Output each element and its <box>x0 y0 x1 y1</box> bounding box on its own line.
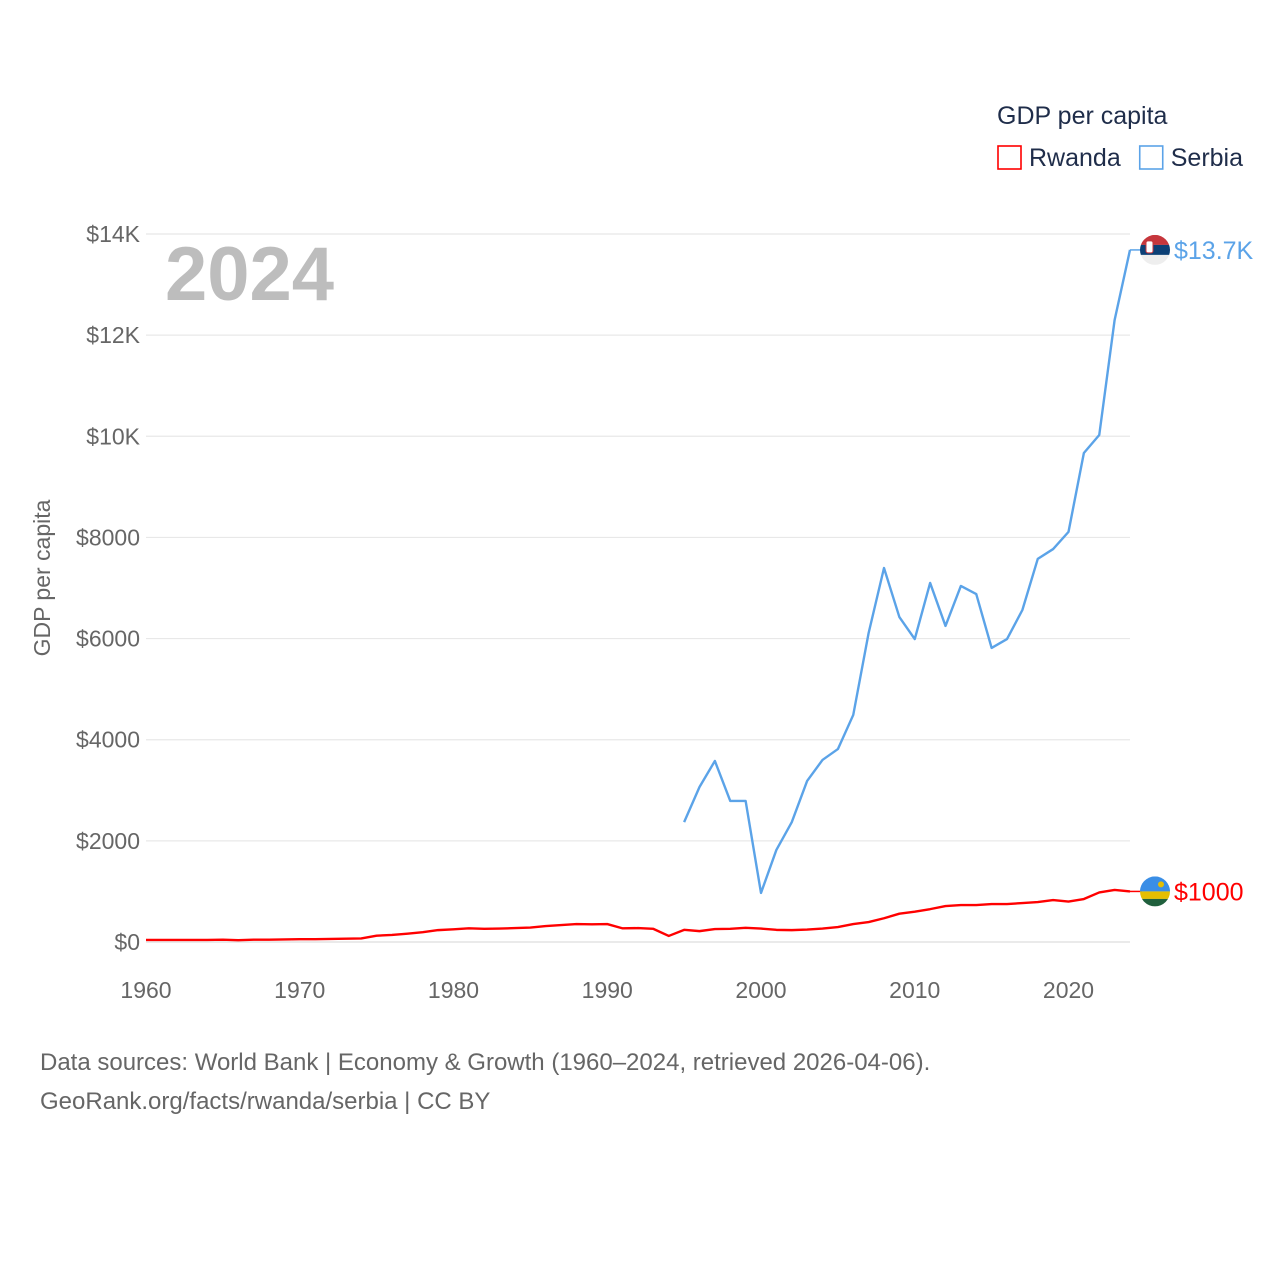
legend-item-rwanda[interactable]: Rwanda <box>997 144 1121 172</box>
flag-stripe <box>1140 254 1170 265</box>
y-tick-label: $12K <box>86 322 140 348</box>
serbia-line <box>683 249 1132 895</box>
flag-body <box>1140 234 1170 265</box>
y-tick-label: $2000 <box>76 828 140 854</box>
y-axis-label: GDP per capita <box>29 499 55 656</box>
year-label: 2024 <box>165 232 334 317</box>
y-tick-label: $4000 <box>76 727 140 753</box>
y-tick-label: $8000 <box>76 524 140 550</box>
source-note: Data sources: World Bank | Economy & Gro… <box>40 1043 930 1121</box>
y-tick-label: $14K <box>86 221 140 247</box>
flag-stripe <box>1140 891 1170 899</box>
flag-stripe <box>1140 876 1170 892</box>
legend-label: Serbia <box>1171 144 1243 172</box>
rwanda-flag-icon <box>1140 876 1170 907</box>
x-tick-label: 2000 <box>735 977 786 1003</box>
legend-title: GDP per capita <box>997 102 1168 130</box>
source-line-1: Data sources: World Bank | Economy & Gro… <box>40 1049 931 1076</box>
x-tick-label: 1960 <box>120 977 171 1003</box>
legend-label: Rwanda <box>1029 144 1121 172</box>
x-tick-label: 1990 <box>582 977 633 1003</box>
y-tick-label: $0 <box>114 929 140 955</box>
rwanda-line <box>146 888 1131 942</box>
y-tick-label: $10K <box>86 423 140 449</box>
flag-emblem <box>1145 240 1154 254</box>
flag-stripe <box>1140 234 1170 245</box>
legend-item-serbia[interactable]: Serbia <box>1138 144 1243 172</box>
flag-body <box>1140 876 1170 907</box>
rwanda-end-label: $1000 <box>1174 878 1244 906</box>
serbia-end-label: $13.7K <box>1174 237 1254 265</box>
x-tick-label: 2010 <box>889 977 940 1003</box>
flag-stripe <box>1140 244 1170 255</box>
source-line-2[interactable]: GeoRank.org/facts/rwanda/serbia | CC BY <box>40 1088 491 1115</box>
legend-swatch <box>1138 145 1164 170</box>
x-tick-label: 2020 <box>1043 977 1094 1003</box>
x-tick-label: 1970 <box>274 977 325 1003</box>
y-tick-label: $6000 <box>76 626 140 652</box>
legend-swatch <box>997 145 1022 170</box>
flag-stripe <box>1140 898 1170 907</box>
flag-sun <box>1158 881 1164 888</box>
serbia-flag-icon <box>1140 234 1170 265</box>
x-tick-label: 1980 <box>428 977 479 1003</box>
